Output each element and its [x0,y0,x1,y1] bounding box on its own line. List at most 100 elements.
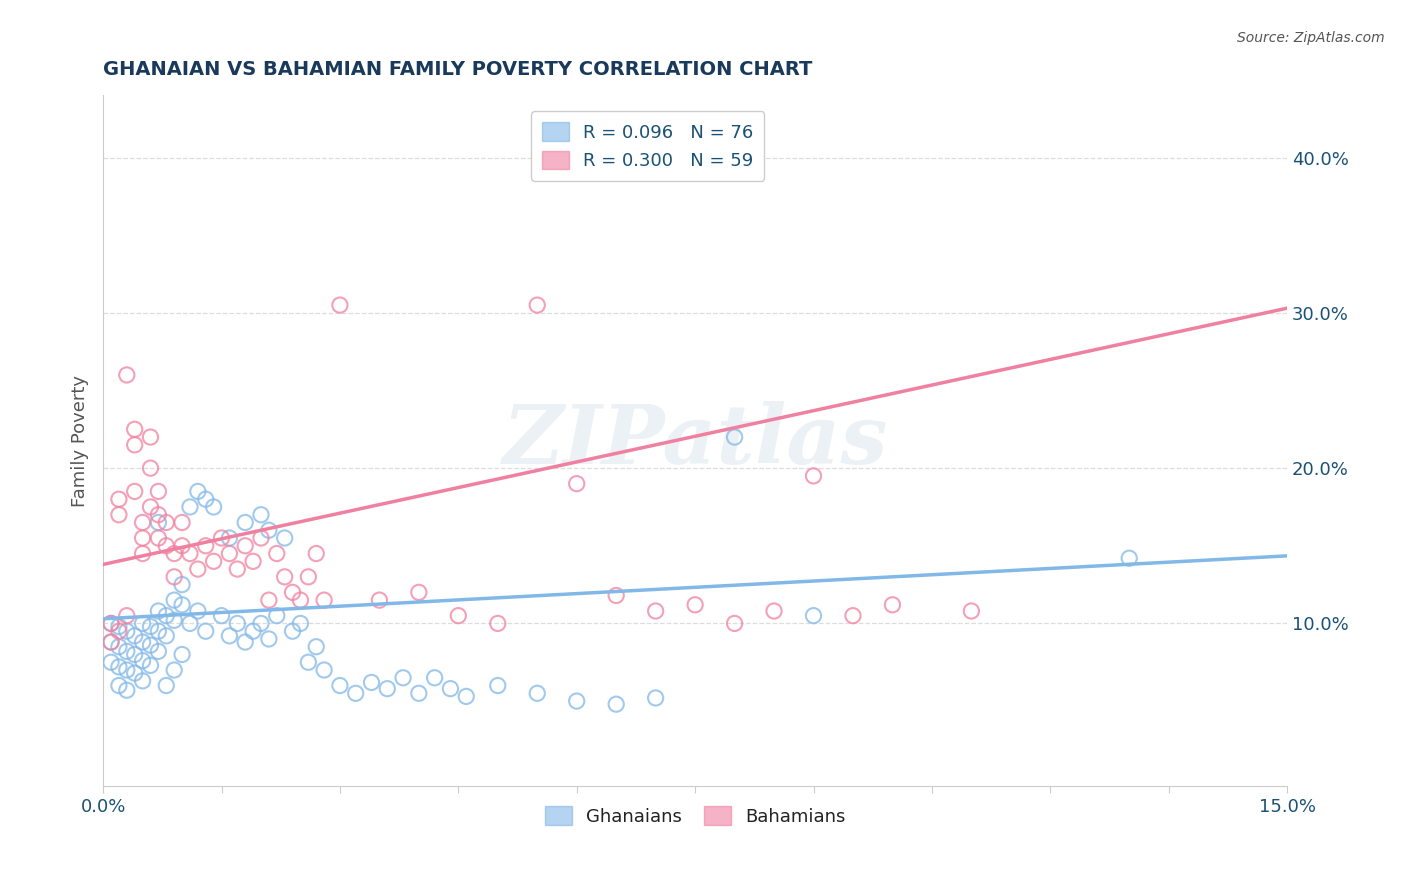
Point [131,516,153,530]
Point [100,616,122,631]
Point [439,681,461,696]
Text: ZIPatlas: ZIPatlas [502,401,887,481]
Point [179,547,201,561]
Point [131,635,153,649]
Point [392,671,415,685]
Point [763,604,786,618]
Point [314,593,336,607]
Point [131,531,153,545]
Point [202,500,225,514]
Text: Source: ZipAtlas.com: Source: ZipAtlas.com [1237,31,1385,45]
Point [108,624,131,639]
Legend: Ghanaians, Bahamians: Ghanaians, Bahamians [537,799,853,833]
Point [124,666,146,681]
Point [408,686,430,700]
Point [211,608,233,623]
Point [148,644,170,658]
Point [139,500,162,514]
Point [723,430,745,444]
Point [163,663,186,677]
Point [108,660,131,674]
Point [148,508,170,522]
Point [100,635,122,649]
Point [526,686,548,700]
Point [100,635,122,649]
Point [526,298,548,312]
Point [108,508,131,522]
Point [242,624,264,639]
Point [139,638,162,652]
Point [314,663,336,677]
Point [266,547,288,561]
Point [257,632,280,646]
Point [202,554,225,568]
Point [108,619,131,633]
Point [408,585,430,599]
Point [683,598,706,612]
Point [187,562,209,576]
Point [124,438,146,452]
Point [368,593,391,607]
Point [360,675,382,690]
Point [155,679,177,693]
Point [108,640,131,654]
Point [115,663,138,677]
Point [124,629,146,643]
Point [565,476,588,491]
Point [290,593,312,607]
Point [233,635,256,649]
Point [148,624,170,639]
Point [723,616,745,631]
Point [233,539,256,553]
Point [218,547,240,561]
Point [115,608,138,623]
Point [187,604,209,618]
Point [250,531,273,545]
Point [273,531,295,545]
Point [803,608,825,623]
Point [565,694,588,708]
Point [115,644,138,658]
Point [273,570,295,584]
Point [163,547,186,561]
Point [266,608,288,623]
Point [329,679,352,693]
Point [100,616,122,631]
Point [155,629,177,643]
Point [170,539,193,553]
Point [179,500,201,514]
Point [163,570,186,584]
Point [115,683,138,698]
Point [163,613,186,627]
Point [882,598,904,612]
Point [131,547,153,561]
Point [131,616,153,631]
Point [218,531,240,545]
Point [155,539,177,553]
Point [100,655,122,669]
Point [194,624,217,639]
Point [1118,551,1140,566]
Point [486,679,509,693]
Point [344,686,367,700]
Point [155,608,177,623]
Point [456,690,478,704]
Point [250,616,273,631]
Point [605,589,627,603]
Point [257,523,280,537]
Point [305,547,328,561]
Point [257,593,280,607]
Point [148,516,170,530]
Point [170,516,193,530]
Point [960,604,983,618]
Point [644,690,666,705]
Point [139,619,162,633]
Point [226,616,249,631]
Point [218,629,240,643]
Point [305,640,328,654]
Point [194,539,217,553]
Point [803,469,825,483]
Point [447,608,470,623]
Point [139,430,162,444]
Point [124,484,146,499]
